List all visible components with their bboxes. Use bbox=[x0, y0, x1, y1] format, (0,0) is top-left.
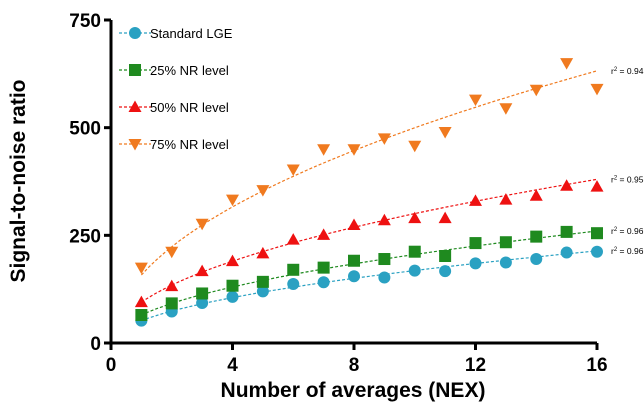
standard-lge-point bbox=[256, 285, 269, 298]
25-nr-level-point bbox=[591, 227, 603, 240]
75-nr-level-point bbox=[560, 58, 574, 70]
standard-lge-point bbox=[226, 290, 239, 303]
25-nr-level-point bbox=[499, 236, 512, 249]
25-nr-level-point bbox=[196, 287, 209, 300]
standard-lge-point bbox=[499, 256, 512, 269]
50-nr-level-point bbox=[408, 211, 422, 224]
standard-lge-point bbox=[439, 265, 452, 278]
50-nr-level-r2-label: r2 = 0.95 bbox=[611, 174, 644, 184]
25-nr-level-point bbox=[287, 263, 300, 276]
y-axis-title: Signal-to-noise ratio bbox=[7, 79, 30, 282]
standard-lge-point bbox=[591, 245, 603, 258]
r2-labels: r2 = 0.96 r2 = 0.96 r2 = 0.95 r2 = 0.94 bbox=[611, 66, 644, 256]
y-tick-label: 250 bbox=[69, 226, 101, 247]
standard-lge-point bbox=[378, 271, 391, 284]
75-nr-level-point bbox=[408, 140, 422, 153]
50-nr-level-point bbox=[195, 264, 209, 277]
50-nr-level-point bbox=[165, 279, 179, 292]
standard-lge-legend-label: Standard LGE bbox=[150, 26, 233, 41]
y-tick-label: 500 bbox=[69, 119, 101, 140]
50-nr-level-point bbox=[286, 233, 300, 245]
75-nr-level-point bbox=[438, 126, 452, 139]
50-nr-level-point bbox=[529, 189, 543, 201]
y-tick-label: 0 bbox=[90, 334, 101, 355]
x-tick-label: 12 bbox=[465, 355, 486, 376]
75-nr-level-legend-label: 75% NR level bbox=[150, 137, 229, 152]
25-nr-level-point bbox=[317, 261, 330, 274]
x-tick-label: 0 bbox=[106, 355, 117, 376]
50-nr-level-point bbox=[347, 218, 361, 230]
75-nr-level-point bbox=[286, 164, 300, 176]
25-nr-level-fit-line bbox=[141, 230, 598, 316]
50-nr-level-point bbox=[317, 228, 331, 240]
x-tick-label: 4 bbox=[227, 355, 238, 376]
25-nr-level-point bbox=[135, 309, 148, 322]
25-nr-level-legend-marker bbox=[129, 64, 141, 76]
25-nr-level-legend-label: 25% NR level bbox=[150, 63, 229, 78]
50-nr-level-point bbox=[226, 254, 239, 267]
25-nr-level-point bbox=[530, 230, 543, 243]
75-nr-level-point bbox=[499, 103, 513, 115]
ticks: 0 4 8 12 16 0 250 500 750 bbox=[69, 11, 607, 376]
standard-lge-point bbox=[469, 257, 482, 270]
25-nr-level-point bbox=[378, 253, 391, 266]
50-nr-level-point bbox=[590, 180, 604, 192]
standard-lge-point bbox=[317, 276, 330, 289]
75-nr-level-point bbox=[195, 218, 209, 231]
25-nr-level-r2-label: r2 = 0.96 bbox=[611, 226, 644, 236]
data-points bbox=[134, 58, 604, 327]
standard-lge-fit-line bbox=[141, 250, 598, 322]
50-nr-level-point bbox=[377, 213, 391, 226]
75-nr-level-point bbox=[590, 83, 604, 96]
25-nr-level-point bbox=[408, 245, 421, 258]
standard-lge-r2-label: r2 = 0.96 bbox=[611, 246, 644, 256]
75-nr-level-point bbox=[469, 94, 482, 107]
standard-lge-legend-marker bbox=[129, 27, 141, 39]
25-nr-level-point bbox=[469, 237, 482, 250]
25-nr-level-point bbox=[348, 254, 360, 267]
standard-lge-point bbox=[530, 253, 543, 266]
50-nr-level-point bbox=[560, 179, 574, 191]
25-nr-level-point bbox=[226, 279, 239, 292]
standard-lge-point bbox=[287, 277, 300, 290]
standard-lge-point bbox=[408, 264, 421, 277]
y-tick-label: 750 bbox=[69, 11, 101, 32]
50-nr-level-point bbox=[499, 193, 513, 205]
75-nr-level-point bbox=[377, 133, 391, 145]
50-nr-level-legend-label: 50% NR level bbox=[150, 100, 229, 115]
x-axis-title: Number of averages (NEX) bbox=[221, 379, 486, 402]
50-nr-level-point bbox=[469, 194, 482, 206]
legend: Standard LGE 25% NR level 50% NR level 75% … bbox=[119, 26, 233, 152]
75-nr-level-r2-label: r2 = 0.94 bbox=[611, 66, 644, 76]
75-nr-level-fit-line bbox=[140, 70, 598, 276]
75-nr-level-legend-marker bbox=[128, 139, 142, 151]
standard-lge-point bbox=[348, 270, 360, 283]
75-nr-level-point bbox=[165, 246, 179, 259]
25-nr-level-point bbox=[439, 250, 452, 263]
standard-lge-point bbox=[196, 296, 209, 309]
x-tick-label: 16 bbox=[586, 355, 607, 376]
fit-lines bbox=[140, 70, 598, 322]
50-nr-level-point bbox=[438, 211, 452, 224]
50-nr-level-point bbox=[256, 246, 270, 259]
75-nr-level-point bbox=[134, 262, 148, 275]
75-nr-level-point bbox=[256, 185, 270, 197]
25-nr-level-point bbox=[560, 225, 573, 238]
x-tick-label: 8 bbox=[349, 355, 360, 376]
75-nr-level-point bbox=[347, 144, 361, 156]
50-nr-level-fit-line bbox=[141, 178, 598, 303]
75-nr-level-point bbox=[226, 194, 239, 207]
75-nr-level-point bbox=[529, 84, 543, 97]
standard-lge-point bbox=[560, 246, 573, 259]
50-nr-level-point bbox=[134, 295, 148, 308]
75-nr-level-point bbox=[317, 144, 331, 156]
50-nr-level-legend-marker bbox=[128, 100, 142, 112]
25-nr-level-point bbox=[165, 297, 178, 310]
25-nr-level-point bbox=[256, 275, 269, 288]
